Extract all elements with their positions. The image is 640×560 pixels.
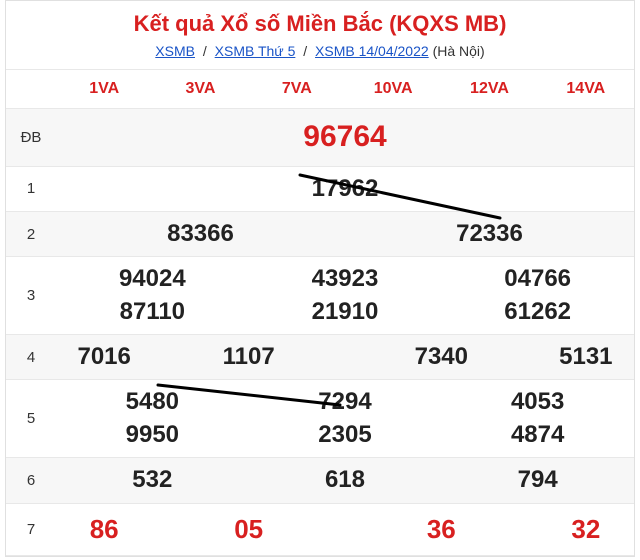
table-row: 47016110773405131 bbox=[6, 335, 634, 380]
header-blank bbox=[6, 70, 56, 109]
prize-label: 3 bbox=[6, 257, 56, 335]
result-number: 32 bbox=[538, 503, 634, 555]
result-number: 43923 21910 bbox=[249, 257, 442, 335]
breadcrumb-sep: / bbox=[203, 43, 207, 59]
result-number: 7016 bbox=[56, 335, 152, 380]
table-row: 117962 bbox=[6, 166, 634, 211]
results-body: ĐB9676411796228336672336394024 871104392… bbox=[6, 109, 634, 556]
table-row: 28336672336 bbox=[6, 211, 634, 256]
lottery-results-container: Kết quả Xổ số Miền Bắc (KQXS MB) XSMB / … bbox=[5, 0, 635, 557]
column-header: 10VA bbox=[345, 70, 441, 109]
result-number: 5480 9950 bbox=[56, 380, 249, 458]
table-row: 394024 8711043923 2191004766 61262 bbox=[6, 257, 634, 335]
result-number: 5131 bbox=[538, 335, 634, 380]
column-header: 14VA bbox=[538, 70, 634, 109]
table-row: 786053632 bbox=[6, 503, 634, 555]
column-header: 1VA bbox=[56, 70, 152, 109]
column-header: 7VA bbox=[249, 70, 345, 109]
result-number: 94024 87110 bbox=[56, 257, 249, 335]
breadcrumb-location: (Hà Nội) bbox=[433, 43, 485, 59]
result-number: 7294 2305 bbox=[249, 380, 442, 458]
prize-label: 6 bbox=[6, 458, 56, 503]
prize-label: ĐB bbox=[6, 109, 56, 167]
breadcrumb-link-xsmb[interactable]: XSMB bbox=[155, 43, 195, 59]
result-number: 04766 61262 bbox=[441, 257, 634, 335]
table-row: 6532618794 bbox=[6, 458, 634, 503]
prize-label: 7 bbox=[6, 503, 56, 555]
result-number: 4053 4874 bbox=[441, 380, 634, 458]
result-number: 7340 bbox=[345, 335, 538, 380]
result-number: 36 bbox=[345, 503, 538, 555]
table-row: ĐB96764 bbox=[6, 109, 634, 167]
result-number: 618 bbox=[249, 458, 442, 503]
column-header: 12VA bbox=[441, 70, 537, 109]
header-row: 1VA3VA7VA10VA12VA14VA bbox=[6, 70, 634, 109]
prize-label: 1 bbox=[6, 166, 56, 211]
table-row: 55480 99507294 23054053 4874 bbox=[6, 380, 634, 458]
result-number: 532 bbox=[56, 458, 249, 503]
breadcrumb-sep: / bbox=[303, 43, 307, 59]
results-table: 1VA3VA7VA10VA12VA14VA ĐB9676411796228336… bbox=[6, 69, 634, 556]
breadcrumb-link-day[interactable]: XSMB Thứ 5 bbox=[215, 43, 296, 59]
prize-label: 2 bbox=[6, 211, 56, 256]
prize-label: 5 bbox=[6, 380, 56, 458]
column-header: 3VA bbox=[152, 70, 248, 109]
result-number: 83366 bbox=[56, 211, 345, 256]
result-number: 96764 bbox=[56, 109, 634, 167]
result-number: 05 bbox=[152, 503, 345, 555]
breadcrumb: XSMB / XSMB Thứ 5 / XSMB 14/04/2022 (Hà … bbox=[6, 43, 634, 69]
result-number: 794 bbox=[441, 458, 634, 503]
prize-label: 4 bbox=[6, 335, 56, 380]
result-number: 72336 bbox=[345, 211, 634, 256]
result-number: 1107 bbox=[152, 335, 345, 380]
result-number: 17962 bbox=[56, 166, 634, 211]
result-number: 86 bbox=[56, 503, 152, 555]
breadcrumb-link-date[interactable]: XSMB 14/04/2022 bbox=[315, 43, 429, 59]
page-title: Kết quả Xổ số Miền Bắc (KQXS MB) bbox=[6, 1, 634, 43]
